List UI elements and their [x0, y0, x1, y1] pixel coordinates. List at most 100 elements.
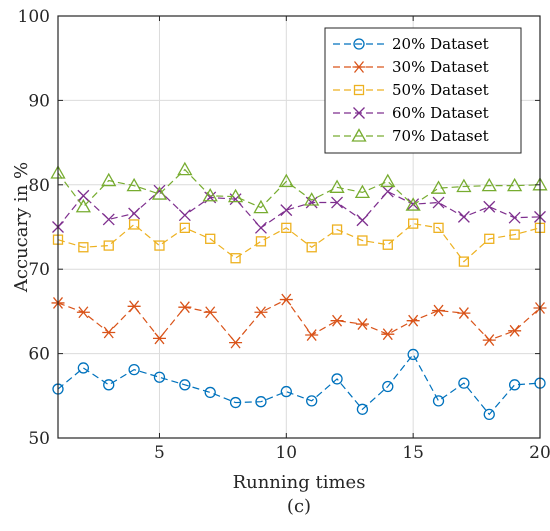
- data-point: [457, 307, 471, 319]
- data-point: [151, 186, 168, 200]
- series-5: [50, 161, 548, 214]
- data-point: [127, 300, 141, 313]
- series-1: [52, 348, 546, 421]
- data-point: [203, 306, 217, 319]
- data-point: [432, 304, 446, 317]
- data-point: [306, 395, 318, 407]
- data-point: [77, 189, 90, 202]
- data-point: [481, 177, 497, 192]
- data-point: [382, 380, 394, 393]
- data-point: [381, 185, 394, 198]
- data-point: [279, 293, 293, 306]
- data-point: [329, 179, 345, 193]
- data-point: [103, 240, 114, 251]
- data-point: [126, 177, 142, 192]
- x-axis-label: Running times: [233, 472, 366, 493]
- series-layer: [50, 161, 548, 421]
- plot-frame: [57, 15, 541, 439]
- x-tick-label: 10: [275, 443, 297, 463]
- data-point: [331, 196, 344, 209]
- data-point: [76, 306, 90, 319]
- data-point: [227, 188, 244, 203]
- data-point: [280, 385, 292, 398]
- data-point: [204, 386, 216, 399]
- y-tick-label: 60: [28, 345, 50, 365]
- series-line: [57, 353, 541, 416]
- data-point: [177, 161, 193, 176]
- data-point: [281, 222, 292, 233]
- legend: 20% Dataset 30% Dataset 50% Dataset 60% Dat…: [324, 27, 522, 154]
- legend-label: 50% Dataset: [392, 81, 489, 99]
- data-point: [101, 172, 117, 187]
- data-point: [330, 314, 344, 327]
- data-point: [305, 329, 319, 341]
- data-point: [253, 199, 269, 214]
- data-point: [507, 177, 523, 192]
- data-point: [179, 379, 191, 391]
- legend-item: 70% Dataset: [333, 127, 489, 145]
- data-point: [408, 218, 419, 229]
- data-point: [482, 334, 496, 347]
- data-point: [152, 332, 166, 345]
- data-point: [432, 395, 445, 407]
- x-tick-label: 20: [529, 443, 550, 463]
- data-point: [78, 242, 89, 253]
- data-point: [354, 184, 371, 199]
- data-point: [178, 301, 192, 314]
- y-tick-label: 90: [28, 91, 50, 111]
- data-point: [509, 229, 520, 240]
- y-axis-label: Accucary in %: [11, 162, 32, 293]
- data-point: [280, 204, 293, 217]
- legend-item: 60% Dataset: [333, 104, 489, 122]
- x-tick-label: 5: [154, 443, 165, 463]
- data-point: [458, 377, 470, 389]
- x-tick-label: 15: [402, 443, 424, 463]
- data-point: [75, 198, 91, 213]
- legend-marker: [351, 128, 367, 142]
- data-point: [255, 396, 267, 408]
- data-point: [456, 178, 472, 193]
- data-point: [128, 219, 140, 230]
- data-point: [432, 196, 445, 209]
- data-point: [407, 198, 420, 211]
- series-2: [51, 293, 547, 349]
- data-point: [430, 180, 447, 194]
- legend-label: 30% Dataset: [392, 58, 489, 76]
- data-point: [128, 207, 141, 220]
- data-point: [407, 348, 419, 361]
- data-point: [508, 211, 521, 224]
- y-tick-label: 80: [28, 176, 50, 196]
- legend-label: 70% Dataset: [392, 127, 489, 145]
- legend-item: 20% Dataset: [333, 35, 489, 53]
- data-point: [102, 326, 116, 339]
- data-point: [355, 318, 369, 330]
- data-point: [331, 224, 343, 235]
- data-point: [483, 408, 495, 421]
- legend-marker: [352, 61, 366, 73]
- series-3: [52, 218, 546, 267]
- data-point: [254, 306, 268, 319]
- data-point: [179, 222, 190, 233]
- data-point: [229, 396, 242, 409]
- data-point: [331, 373, 343, 385]
- data-point: [508, 379, 521, 391]
- data-point: [304, 192, 320, 206]
- data-point: [229, 336, 243, 349]
- data-point: [178, 209, 191, 222]
- data-point: [153, 371, 166, 383]
- series-4: [52, 184, 546, 234]
- figure-caption: (c): [287, 496, 311, 517]
- data-point: [382, 239, 393, 250]
- legend-marker: [353, 84, 365, 96]
- data-point: [278, 173, 294, 188]
- data-point: [406, 314, 420, 327]
- series-line: [57, 189, 541, 229]
- data-point: [128, 363, 140, 376]
- data-point: [103, 379, 115, 391]
- data-point: [306, 242, 317, 253]
- data-point: [381, 328, 395, 341]
- y-tick-label: 50: [28, 429, 50, 449]
- data-point: [357, 235, 368, 246]
- data-point: [457, 210, 470, 223]
